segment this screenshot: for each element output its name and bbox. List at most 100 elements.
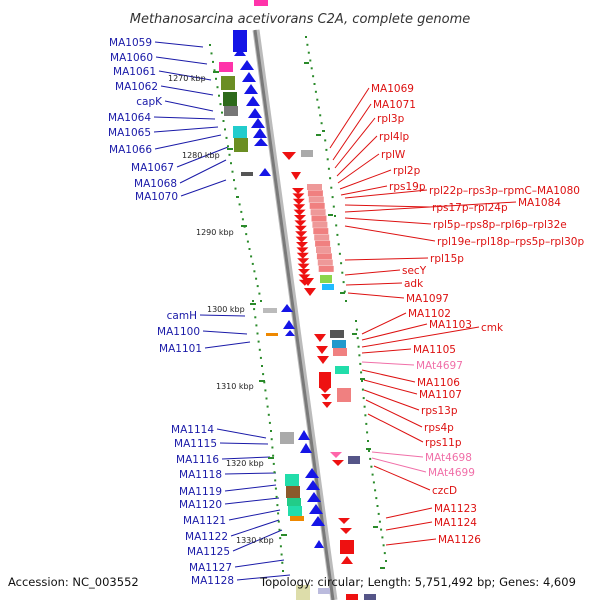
gene-label-left[interactable]: MA1070 [135, 191, 178, 203]
scale-dot [326, 158, 329, 161]
gene-label-right[interactable]: rps19p [389, 181, 426, 193]
gene-label-right[interactable]: rps11p [425, 437, 462, 449]
gene-block [234, 138, 248, 152]
gene-label-right[interactable]: MA1124 [434, 517, 477, 529]
gene-block [330, 330, 344, 338]
gene-label-left[interactable]: MA1119 [179, 486, 222, 498]
scale-dot [215, 77, 217, 80]
scale-dot [374, 489, 377, 492]
gene-label-left[interactable]: MA1127 [189, 562, 232, 574]
leader-line [153, 126, 219, 133]
scale-dot [275, 495, 278, 498]
gene-label-left[interactable]: MA1068 [134, 178, 177, 190]
gene-label-right[interactable]: MAt4699 [428, 467, 475, 479]
gene-label-right[interactable]: cmk [481, 322, 504, 334]
scale-dot [218, 94, 220, 97]
scale-tick-label: 1310 kbp [216, 382, 254, 391]
scale-dot [334, 215, 336, 217]
scale-dot [369, 457, 372, 460]
gene-label-left[interactable]: MA1101 [159, 343, 202, 355]
gene-label-left[interactable]: MA1122 [185, 531, 228, 543]
scale-tick-label: 1280 kbp [182, 151, 220, 160]
gene-label-right[interactable]: rpl19e–rpl18p–rps5p–rpl30p [437, 236, 584, 248]
gene-block [223, 92, 237, 106]
gene-block [312, 221, 328, 228]
gene-label-left[interactable]: MA1065 [108, 127, 151, 139]
accession-text: Accession: NC_003552 [8, 575, 139, 589]
scale-dot [371, 473, 374, 476]
leader-line [153, 116, 216, 120]
leader-line [344, 217, 432, 225]
gene-label-right[interactable]: rpl2p [393, 165, 421, 177]
scale-tick [259, 380, 265, 382]
gene-label-right[interactable]: MA1126 [438, 534, 481, 546]
leader-line [344, 204, 431, 208]
gene-label-left[interactable]: MA1120 [179, 499, 222, 511]
gene-block [316, 253, 332, 260]
gene-label-right[interactable]: rpl5p–rps8p–rpl6p–rpl32e [433, 219, 567, 231]
gene-label-right[interactable]: MA1105 [413, 344, 456, 356]
gene-label-left[interactable]: MA1128 [191, 575, 234, 587]
gene-label-right[interactable]: rpl4lp [379, 131, 409, 143]
gene-label-left[interactable]: MA1066 [109, 144, 152, 156]
gene-label-left[interactable]: capK [136, 96, 163, 108]
gene-label-right[interactable]: MA1071 [373, 99, 416, 111]
gene-label-left[interactable]: MA1059 [109, 37, 152, 49]
gene-label-right[interactable]: MA1084 [518, 197, 561, 209]
scale-dot [270, 438, 273, 441]
gene-label-left[interactable]: MA1100 [157, 326, 200, 338]
gene-label-left[interactable]: MA1115 [174, 438, 217, 450]
leader-line [344, 225, 436, 242]
gene-label-right[interactable]: MA1069 [371, 83, 414, 95]
gene-label-right[interactable]: czcD [432, 485, 457, 497]
gene-label-right[interactable]: rps4p [424, 422, 454, 434]
scale-dot [370, 465, 373, 468]
leader-line [363, 389, 420, 411]
gene-label-right[interactable]: MA1102 [408, 308, 451, 320]
leader-line [224, 472, 277, 475]
leader-line [344, 269, 401, 276]
scale-dot [362, 397, 365, 400]
gene-label-left[interactable]: MA1121 [183, 515, 226, 527]
gene-label-left[interactable]: MA1114 [171, 424, 214, 436]
gene-label-left[interactable]: MA1061 [113, 66, 156, 78]
scale-dot [363, 405, 366, 408]
gene-label-right[interactable]: MA1123 [434, 503, 477, 515]
gene-label-right[interactable]: rps13p [421, 405, 458, 417]
gene-label-right[interactable]: adk [404, 278, 424, 290]
gene-label-left[interactable]: MA1062 [115, 81, 158, 93]
gene-label-left[interactable]: camH [167, 310, 197, 322]
gene-label-right[interactable]: rplW [381, 149, 406, 161]
gene-arrow-up [306, 480, 320, 490]
gene-label-left[interactable]: MA1060 [110, 52, 153, 64]
gene-label-right[interactable]: rpl3p [377, 113, 405, 125]
scale-tick-label: 1300 kbp [207, 305, 245, 314]
scale-dot [360, 371, 363, 374]
scale-dot [233, 179, 235, 182]
gene-label-left[interactable]: MA1067 [131, 162, 174, 174]
gene-label-left[interactable]: MA1116 [176, 454, 219, 466]
gene-label-right[interactable]: rpl15p [430, 253, 464, 265]
gene-label-right[interactable]: rpl22p–rps3p–rpmC–MA1080 [429, 185, 580, 197]
gene-label-right[interactable]: MAt4698 [425, 452, 472, 464]
gene-arrow-down [295, 231, 308, 238]
scale-dot [280, 553, 283, 556]
gene-arrow-up [242, 72, 256, 82]
gene-label-left[interactable]: MA1125 [187, 546, 230, 558]
gene-label-right[interactable]: MA1103 [429, 319, 472, 331]
gene-label-left[interactable]: MA1118 [179, 469, 222, 481]
scale-dot [385, 560, 387, 562]
gene-label-right[interactable]: MAt4697 [416, 360, 463, 372]
gene-block [224, 106, 238, 116]
gene-label-left[interactable]: MA1064 [108, 112, 151, 124]
gene-block [340, 540, 354, 554]
scale-tick [241, 225, 247, 227]
gene-label-right[interactable]: MA1097 [406, 293, 449, 305]
gene-block [319, 372, 331, 388]
gene-label-right[interactable]: MA1107 [419, 389, 462, 401]
scale-dot [282, 570, 284, 572]
gene-label-right[interactable]: rps17p–rpl24p [432, 202, 508, 214]
gene-label-right[interactable]: MA1106 [417, 377, 460, 389]
gene-arrow-down [295, 236, 308, 243]
gene-label-right[interactable]: secY [402, 265, 427, 277]
